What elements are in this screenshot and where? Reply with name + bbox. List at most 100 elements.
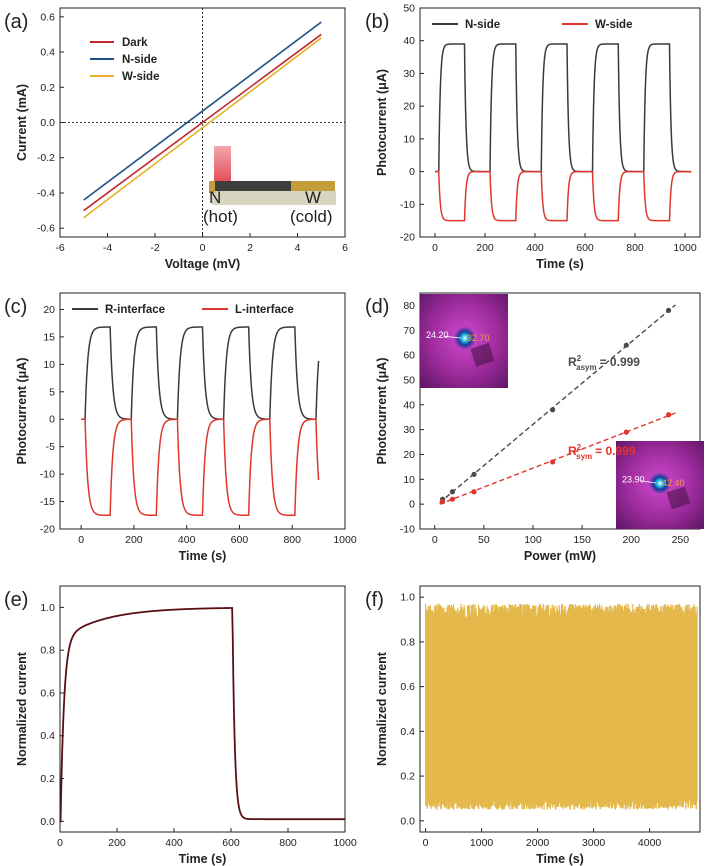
x-tick-label: 600 (576, 242, 594, 254)
inset-label-hot: (hot) (203, 207, 238, 226)
y-tick-label: 0.6 (40, 11, 55, 23)
x-tick-label: 200 (622, 534, 640, 546)
inset-label-w: W (305, 188, 321, 207)
series-line-n-side (435, 43, 692, 173)
x-tick-label: 1000 (333, 837, 357, 849)
r-squared-asym-sup: 2 (577, 354, 582, 363)
thermal-image (420, 294, 508, 388)
y-tick-label: 40 (403, 399, 415, 411)
r-squared-asym-val: = 0.999 (600, 355, 641, 369)
x-tick-label: 400 (165, 837, 183, 849)
y-axis-label: Normalized current (375, 651, 389, 766)
x-tick-label: 0 (432, 242, 438, 254)
y-tick-label: 80 (403, 300, 415, 312)
series-line (60, 607, 345, 823)
device-inset: N(hot) W(cold) (203, 146, 336, 226)
y-tick-label: 0.0 (40, 816, 55, 828)
r-squared-asym-base: R (568, 355, 577, 369)
y-tick-label: 0.0 (400, 815, 415, 827)
thermal-inset-top: 24.20 32.70 (420, 294, 508, 388)
y-tick-label: 0.2 (400, 771, 415, 783)
x-tick-label: 200 (108, 837, 126, 849)
x-tick-label: 6 (342, 242, 348, 254)
r-squared-sym: R2 sym = 0.999 (568, 443, 636, 461)
x-tick-label: 400 (526, 242, 544, 254)
temperature-min-label: 23.90 (622, 474, 645, 484)
y-tick-label: 0.4 (40, 47, 55, 59)
axes-frame (419, 292, 701, 530)
plot-area (81, 326, 320, 517)
panel-letter: (d) (365, 296, 389, 318)
series-line-l-interface (81, 418, 320, 517)
y-axis-label: Photocurrent (μA) (375, 69, 389, 176)
y-tick-label: 10 (43, 359, 55, 371)
x-tick-label: 1000 (470, 837, 494, 849)
r-squared-sym-val: = 0.999 (595, 444, 636, 458)
y-tick-label: 1.0 (400, 592, 415, 604)
x-tick-label: 200 (476, 242, 494, 254)
panel-d: 0 50 100 150 200 250 -10 0 10 20 30 40 50 60 70 80 Power… (365, 292, 704, 563)
series-line-w-side (435, 170, 692, 222)
y-tick-label: 20 (403, 101, 415, 113)
x-axis-label: Time (s) (179, 852, 227, 866)
x-tick-label: 0 (432, 534, 438, 546)
electrode-n (209, 181, 215, 193)
legend-label: L-interface (235, 304, 294, 316)
data-point-asym (471, 471, 477, 477)
y-tick-label: 0 (409, 166, 415, 178)
substrate (212, 191, 336, 205)
x-axis-label: Time (s) (536, 852, 584, 866)
series-line-r-interface (81, 326, 320, 421)
r-squared-asym-sub: asym (576, 363, 596, 372)
x-axis-label: Power (mW) (524, 549, 596, 563)
fit-line-sym (439, 412, 676, 505)
r-squared-asym: R2 asym = 0.999 (568, 354, 640, 372)
data-point-sym (471, 489, 477, 495)
y-axis-label: Photocurrent (μA) (15, 358, 29, 465)
y-tick-label: -10 (400, 199, 415, 211)
temperature-max-label: 42.40 (662, 478, 685, 488)
x-tick-label: 100 (524, 534, 542, 546)
y-tick-label: 0.4 (400, 726, 415, 738)
x-tick-label: 0 (57, 837, 63, 849)
y-tick-label: 50 (403, 3, 415, 15)
legend-label: N-side (122, 54, 157, 66)
panel-a: -6 -4 -2 0 2 4 6 -0.6 -0.4 -0.2 0.0 0.2 0.4 0.6 Voltag… (4, 7, 348, 271)
data-point-asym (449, 489, 456, 495)
x-tick-label: 200 (125, 534, 143, 546)
panel-letter: (c) (4, 296, 27, 318)
film-n (209, 181, 291, 191)
y-tick-label: 0 (49, 414, 55, 426)
legend-label: W-side (122, 71, 159, 83)
y-tick-label: 0.6 (40, 687, 55, 699)
y-tick-label: 15 (43, 331, 55, 343)
x-tick-label: -6 (55, 242, 64, 254)
x-axis-label: Time (s) (179, 549, 227, 563)
panel-letter: (f) (365, 589, 384, 611)
panel-letter: (e) (4, 589, 28, 611)
y-tick-label: 0.2 (40, 82, 55, 94)
x-tick-label: -4 (103, 242, 112, 254)
y-tick-label: 10 (403, 474, 415, 486)
axes-frame (419, 585, 701, 833)
y-tick-label: -20 (400, 232, 415, 244)
data-point-sym (665, 412, 672, 418)
panel-b: 0 200 400 600 800 1000 -20 -10 0 10 20 30 40 50 Time (… (365, 3, 701, 271)
film-w (291, 181, 335, 191)
x-tick-label: 250 (672, 534, 690, 546)
y-axis-label: Current (mA) (15, 84, 29, 161)
x-tick-label: 800 (279, 837, 297, 849)
x-tick-label: 400 (178, 534, 196, 546)
axes-frame (59, 292, 346, 530)
plot-area (60, 8, 345, 237)
plot-area (60, 607, 345, 823)
y-tick-label: 1.0 (40, 602, 55, 614)
y-tick-label: -10 (40, 469, 55, 481)
plot-area (435, 43, 692, 222)
marker-line (639, 480, 657, 484)
y-tick-label: -0.2 (37, 152, 55, 164)
x-tick-label: 50 (478, 534, 490, 546)
panel-letter: (b) (365, 11, 389, 33)
data-point-sym (439, 499, 446, 505)
